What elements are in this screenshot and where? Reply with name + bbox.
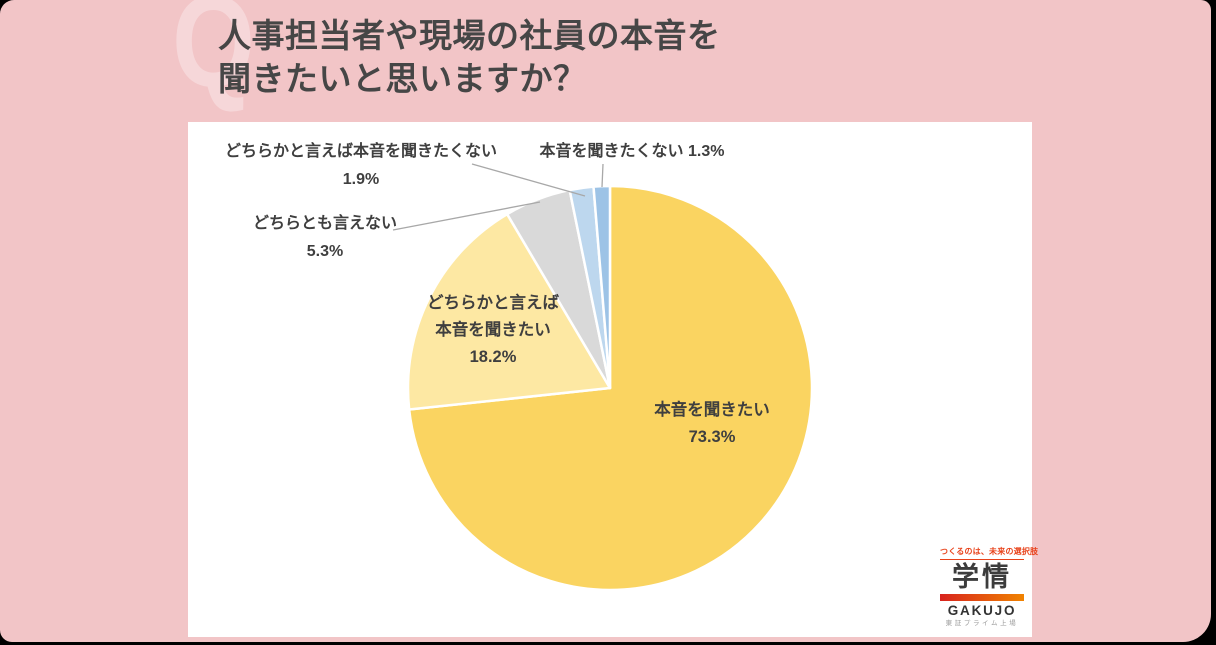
pie-chart xyxy=(392,163,814,592)
logo-gradient-bar xyxy=(940,594,1024,601)
callout-want-hear-label: 本音を聞きたい xyxy=(654,401,770,419)
callout-rather-hear-label1: どちらかと言えば xyxy=(427,294,559,312)
callout-want-hear-value: 73.3% xyxy=(688,428,736,446)
logo-listing-text: 東証プライム上場 xyxy=(945,620,1019,627)
page-title-line1: 人事担当者や現場の社員の本音を xyxy=(218,17,721,54)
callout-rather-not-hear-label: どちらかと言えば本音を聞きたくない xyxy=(224,143,497,160)
callout-neutral: どちらとも言えない 5.3% xyxy=(235,210,415,266)
callout-rather-hear-value: 18.2% xyxy=(469,348,517,366)
leader-line-1 xyxy=(471,163,586,197)
page-title: 人事担当者や現場の社員の本音を 聞きたいと思いますか？ xyxy=(218,14,721,100)
callout-neutral-label: どちらとも言えない xyxy=(252,215,397,232)
callout-not-hear-label: 本音を聞きたくない 1.3% xyxy=(539,143,725,160)
gakujo-logo: つくるのは、未来の選択肢 学情 GAKUJO 東証プライム上場 xyxy=(940,546,1038,628)
logo-name-english: GAKUJO xyxy=(947,603,1017,618)
logo-name-japanese: 学情 xyxy=(952,562,1012,592)
callout-rather-not-hear-value: 1.9% xyxy=(342,171,380,188)
pie-slice-1 xyxy=(406,212,612,411)
leader-line-2 xyxy=(392,201,541,231)
callout-neutral-value: 5.3% xyxy=(306,243,344,260)
callout-rather-hear-label2: 本音を聞きたい xyxy=(435,321,551,339)
callout-want-hear: 本音を聞きたい 73.3% xyxy=(602,397,822,451)
q-watermark: Q xyxy=(172,0,255,114)
callout-not-hear: 本音を聞きたくない 1.3% xyxy=(512,138,752,166)
logo-tagline: つくるのは、未来の選択肢 xyxy=(940,546,1038,560)
leader-line-0 xyxy=(601,163,604,188)
page-title-line2: 聞きたいと思いますか？ xyxy=(218,60,587,97)
callout-rather-not-hear: どちらかと言えば本音を聞きたくない 1.9% xyxy=(201,138,521,194)
chart-panel: どちらかと言えば本音を聞きたくない 1.9% 本音を聞きたくない 1.3% どち… xyxy=(188,122,1038,637)
callout-rather-hear: どちらかと言えば 本音を聞きたい 18.2% xyxy=(393,290,593,371)
